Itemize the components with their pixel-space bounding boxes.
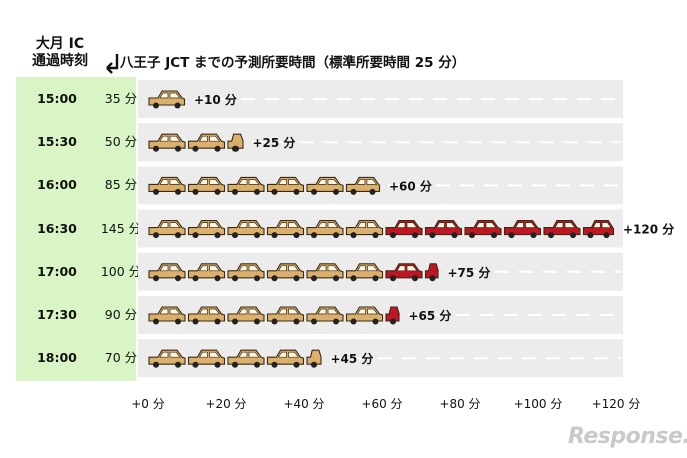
time-label: 15:00 bbox=[37, 91, 77, 106]
time-label: 15:30 bbox=[37, 134, 77, 150]
duration-label: 100 分 bbox=[100, 263, 142, 279]
x-tick-label: +20 分 bbox=[205, 397, 246, 411]
bar bbox=[148, 176, 381, 195]
bar bbox=[148, 220, 615, 239]
row-label: 15:30 50 分 bbox=[16, 123, 137, 161]
duration-label: 35 分 bbox=[104, 91, 138, 106]
value-label: +60 分 bbox=[389, 178, 432, 193]
row-label: 16:30 145 分 bbox=[16, 210, 141, 248]
value-label: +10 分 bbox=[194, 92, 237, 107]
chart-title: 八王子 JCT までの予測所要時間（標準所要時間 25 分） bbox=[120, 55, 466, 71]
header-line-ic: 大月 IC bbox=[35, 36, 85, 52]
value-label: +120 分 bbox=[623, 222, 674, 237]
header-line-time: 通過時刻 bbox=[32, 53, 88, 69]
duration-label: 85 分 bbox=[104, 177, 138, 193]
x-tick-label: +60 分 bbox=[361, 397, 402, 411]
duration-label: 70 分 bbox=[104, 350, 138, 366]
value-label: +75 分 bbox=[448, 265, 491, 280]
row-label: 16:00 85 分 bbox=[16, 166, 137, 204]
bar bbox=[148, 349, 322, 368]
row-label: 15:00 35 分 bbox=[16, 80, 137, 118]
duration-label: 90 分 bbox=[104, 307, 138, 322]
bar bbox=[148, 263, 439, 282]
x-tick-label: +120 分 bbox=[592, 397, 641, 411]
time-label: 16:30 bbox=[37, 220, 77, 236]
bar bbox=[148, 306, 400, 325]
value-label: +45 分 bbox=[331, 351, 374, 366]
passage-time-header: 大月 IC 通過時刻 bbox=[16, 36, 104, 70]
time-label: 17:30 bbox=[37, 307, 77, 322]
time-label: 17:00 bbox=[37, 263, 77, 279]
x-tick-label: +40 分 bbox=[283, 397, 324, 411]
time-column-background bbox=[16, 77, 136, 381]
x-tick-label: +100 分 bbox=[514, 397, 563, 411]
time-label: 16:00 bbox=[37, 177, 77, 193]
row-label: 17:30 90 分 bbox=[16, 296, 137, 334]
x-tick-label: +0 分 bbox=[131, 397, 165, 411]
value-label: +25 分 bbox=[253, 135, 296, 150]
time-label: 18:00 bbox=[37, 350, 77, 366]
value-label: +65 分 bbox=[409, 308, 452, 323]
bar bbox=[148, 133, 244, 152]
x-tick-label: +80 分 bbox=[439, 397, 480, 411]
duration-label: 50 分 bbox=[104, 134, 138, 150]
down-arrow-icon bbox=[106, 54, 119, 74]
response-watermark: Response. bbox=[568, 424, 687, 449]
row-label: 18:00 70 分 bbox=[16, 339, 137, 377]
row-label: 17:00 100 分 bbox=[16, 253, 141, 291]
bar bbox=[148, 90, 186, 109]
duration-label: 145 分 bbox=[100, 220, 142, 236]
